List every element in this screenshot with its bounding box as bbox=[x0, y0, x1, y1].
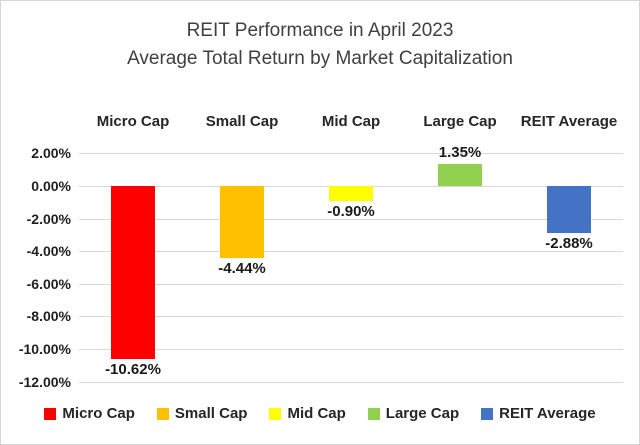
gridline bbox=[79, 251, 623, 252]
gridline bbox=[79, 153, 623, 154]
legend-swatch-icon bbox=[269, 408, 282, 420]
gridline bbox=[79, 382, 623, 383]
category-label-small-cap: Small Cap bbox=[205, 113, 279, 130]
y-axis-tick-label: -10.00% bbox=[18, 341, 71, 357]
gridline bbox=[79, 284, 623, 285]
y-axis-tick-label: -12.00% bbox=[18, 374, 71, 390]
legend-item-reit-average: REIT Average bbox=[481, 405, 596, 423]
bar-mid-cap bbox=[329, 186, 373, 201]
bar-micro-cap bbox=[111, 186, 155, 359]
value-label-mid-cap: -0.90% bbox=[327, 203, 375, 220]
legend-label: Large Cap bbox=[385, 405, 460, 422]
bar-reit-average bbox=[547, 186, 591, 233]
legend-swatch-icon bbox=[156, 408, 169, 420]
value-label-micro-cap: -10.62% bbox=[105, 361, 161, 378]
y-axis-tick-label: -2.00% bbox=[26, 211, 71, 227]
value-label-reit-average: -2.88% bbox=[545, 235, 593, 252]
chart-title: REIT Performance in April 2023 Average T… bbox=[1, 17, 639, 73]
legend-swatch-icon bbox=[481, 408, 494, 420]
legend-label: Mid Cap bbox=[287, 405, 346, 422]
y-axis-tick-label: 2.00% bbox=[31, 145, 71, 161]
legend-swatch-icon bbox=[367, 408, 380, 420]
bar-large-cap bbox=[438, 164, 482, 186]
legend-label: REIT Average bbox=[499, 405, 596, 422]
gridline bbox=[79, 316, 623, 317]
y-axis-tick-label: -6.00% bbox=[26, 276, 71, 292]
value-label-small-cap: -4.44% bbox=[218, 260, 266, 277]
legend-item-small-cap: Small Cap bbox=[156, 405, 248, 423]
legend-item-micro-cap: Micro Cap bbox=[44, 405, 135, 423]
bar-small-cap bbox=[220, 186, 264, 258]
gridline bbox=[79, 219, 623, 220]
category-label-reit-average: REIT Average bbox=[520, 113, 618, 130]
y-axis-tick-label: -8.00% bbox=[26, 308, 71, 324]
legend-label: Micro Cap bbox=[62, 405, 135, 422]
chart-title-line2: Average Total Return by Market Capitaliz… bbox=[127, 48, 513, 69]
category-label-large-cap: Large Cap bbox=[423, 113, 497, 130]
chart-title-line1: REIT Performance in April 2023 bbox=[186, 20, 454, 41]
category-label-mid-cap: Mid Cap bbox=[321, 113, 381, 130]
legend-swatch-icon bbox=[44, 408, 57, 420]
legend-label: Small Cap bbox=[174, 405, 248, 422]
legend-item-mid-cap: Mid Cap bbox=[269, 405, 346, 423]
gridline bbox=[79, 349, 623, 350]
category-label-micro-cap: Micro Cap bbox=[96, 113, 170, 130]
y-axis-tick-label: -4.00% bbox=[26, 243, 71, 259]
legend-item-large-cap: Large Cap bbox=[367, 405, 460, 423]
y-axis-tick-label: 0.00% bbox=[31, 178, 71, 194]
value-label-large-cap: 1.35% bbox=[438, 144, 482, 161]
chart-legend: Micro Cap Small Cap Mid Cap Large Cap REIT A… bbox=[1, 405, 639, 423]
